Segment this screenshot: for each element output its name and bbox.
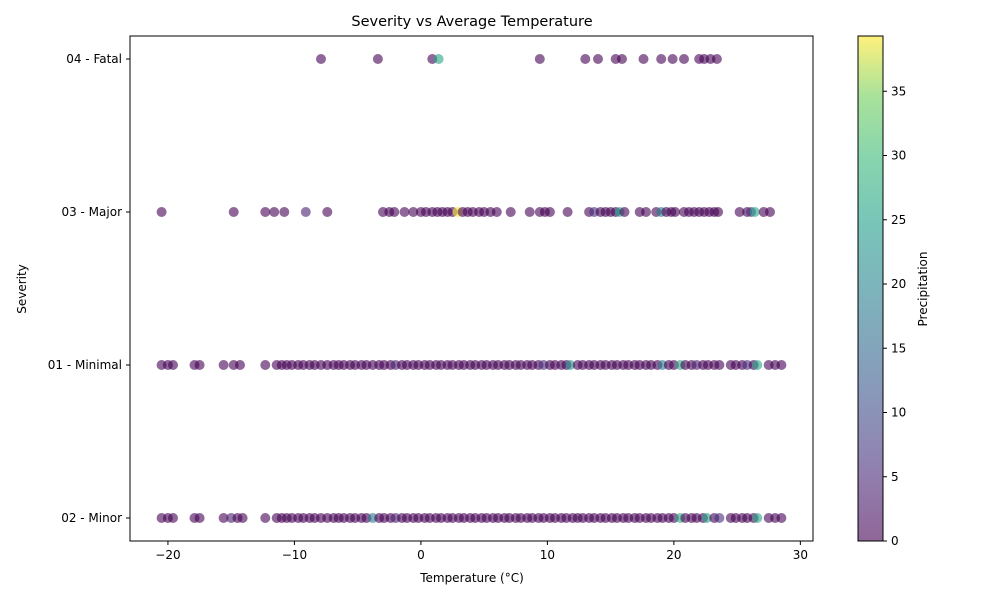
data-point	[714, 360, 725, 370]
x-tick-label: −10	[282, 548, 307, 562]
data-point	[619, 207, 630, 217]
data-point	[565, 360, 576, 370]
x-axis: −20 −10 0 10 20 30	[155, 541, 808, 562]
data-point	[638, 54, 649, 64]
data-point	[237, 513, 248, 523]
data-point	[749, 207, 760, 217]
data-point	[433, 54, 444, 64]
colorbar-frame	[857, 35, 884, 542]
y-tick-label: 02 - Minor	[61, 511, 122, 525]
y-axis: 02 - Minor 01 - Minimal 03 - Major 04 - Fat…	[48, 52, 130, 525]
data-point	[670, 207, 681, 217]
y-tick-label: 01 - Minimal	[48, 358, 122, 372]
y-axis-label: Severity	[15, 264, 29, 314]
colorbar-ticks: 0 5 10 15 20 25 30 35	[883, 84, 906, 548]
colorbar-label: Precipitation	[916, 251, 930, 326]
data-point	[316, 54, 326, 64]
data-point	[617, 54, 627, 64]
data-point	[269, 207, 280, 217]
colorbar-tick-label: 10	[891, 406, 906, 420]
data-point	[593, 54, 603, 64]
x-tick-label: −20	[155, 548, 180, 562]
data-point	[776, 513, 787, 523]
chart-title: Severity vs Average Temperature	[351, 14, 592, 30]
data-point	[734, 207, 745, 217]
data-point	[776, 360, 787, 370]
data-point	[752, 513, 763, 523]
data-point	[322, 207, 333, 217]
data-point	[168, 513, 178, 523]
data-point	[389, 207, 400, 217]
data-point	[260, 513, 271, 523]
data-point	[641, 207, 651, 217]
data-point	[408, 207, 419, 217]
data-point	[667, 54, 678, 64]
data-point	[260, 207, 271, 217]
x-tick-label: 20	[666, 548, 681, 562]
data-point	[713, 207, 724, 217]
data-point	[679, 54, 689, 64]
data-point	[194, 360, 205, 370]
data-point	[279, 207, 290, 217]
data-point	[235, 360, 245, 370]
data-point	[228, 207, 239, 217]
data-point	[491, 207, 502, 217]
data-point	[218, 513, 229, 523]
colorbar-tick-label: 25	[891, 213, 906, 227]
data-point	[372, 54, 383, 64]
plot-frame	[129, 35, 814, 542]
colorbar-tick-label: 0	[891, 534, 899, 548]
data-point	[562, 207, 573, 217]
data-point	[300, 207, 311, 217]
data-point	[701, 513, 712, 523]
data-point	[524, 207, 535, 217]
data-point	[765, 207, 775, 217]
colorbar-tick-label: 5	[891, 470, 899, 484]
data-point	[656, 54, 667, 64]
data-point	[260, 360, 271, 370]
data-point	[580, 54, 591, 64]
data-point	[218, 360, 229, 370]
data-point	[505, 207, 516, 217]
data-points	[156, 54, 787, 523]
data-point	[711, 54, 722, 64]
x-tick-label: 0	[417, 548, 425, 562]
y-tick-label: 03 - Major	[61, 205, 122, 219]
data-point	[156, 207, 167, 217]
data-point	[544, 207, 555, 217]
data-point	[752, 360, 763, 370]
y-tick-label: 04 - Fatal	[66, 52, 122, 66]
colorbar-tick-label: 30	[891, 149, 906, 163]
colorbar-gradient	[858, 36, 883, 541]
data-point	[168, 360, 178, 370]
colorbar-tick-label: 20	[891, 277, 906, 291]
data-point	[714, 513, 725, 523]
data-point	[534, 54, 545, 64]
colorbar: 0 5 10 15 20 25 30 35 Precipitation	[857, 35, 930, 548]
x-tick-label: 30	[793, 548, 808, 562]
colorbar-tick-label: 35	[891, 84, 906, 98]
x-tick-label: 10	[540, 548, 555, 562]
data-point	[194, 513, 205, 523]
colorbar-tick-label: 15	[891, 341, 906, 355]
x-axis-label: Temperature (°C)	[419, 571, 524, 585]
data-point	[399, 207, 410, 217]
